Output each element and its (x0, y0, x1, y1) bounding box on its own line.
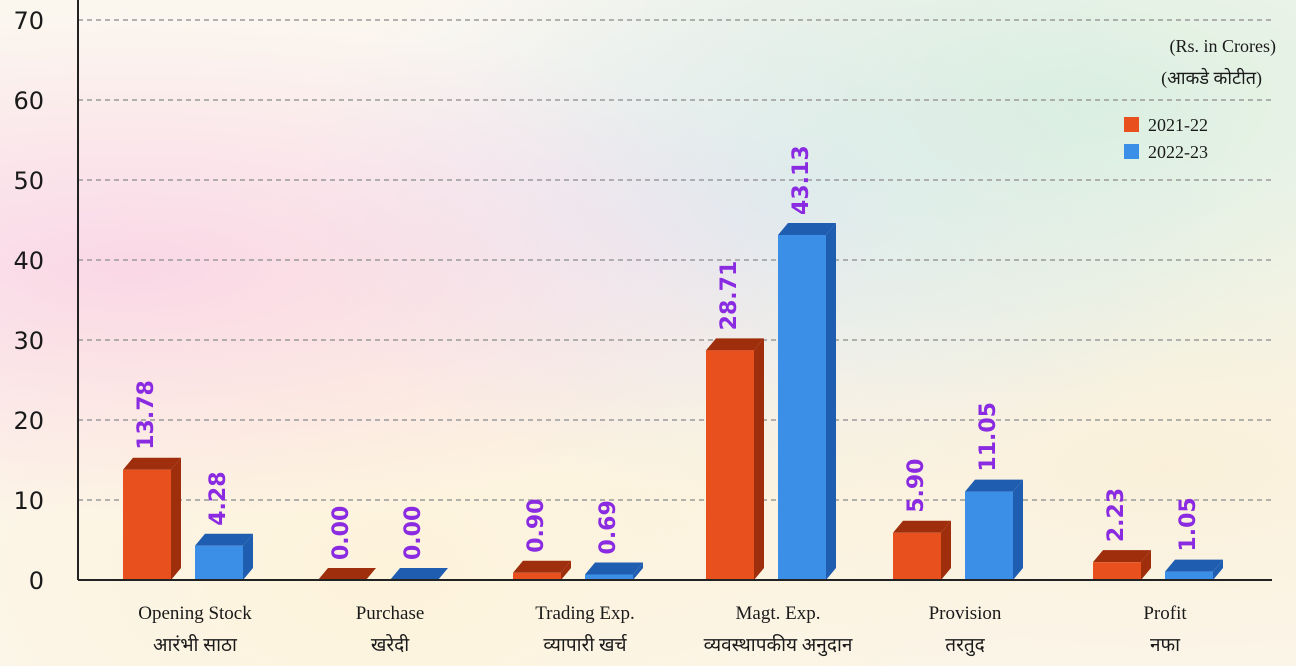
unit-note-marathi: (आकडे कोटीत) (1161, 67, 1262, 89)
bar-top (585, 562, 643, 575)
legend-swatch-2021-22 (1124, 117, 1139, 132)
bar-side (243, 533, 253, 580)
value-label-2021-22-5: 2.23 (1104, 488, 1129, 542)
bar-top (1165, 559, 1223, 572)
bar-top (893, 520, 951, 533)
bar-2021-22-3 (706, 338, 764, 580)
legend-swatch-2022-23 (1124, 144, 1139, 159)
value-label-2022-23-2: 0.69 (596, 500, 621, 554)
bar-2021-22-5 (1093, 550, 1151, 580)
bar-top (706, 338, 764, 351)
bar-side (826, 222, 836, 580)
bar-front (123, 469, 171, 580)
bar-side (633, 562, 643, 580)
bar-front (706, 350, 754, 580)
x-tick-label-1-1: खरेदी (371, 633, 410, 656)
y-tick-label-0: 0 (29, 567, 44, 595)
bar-top (965, 479, 1023, 492)
bar-front (513, 572, 561, 580)
bar-2022-23-2 (585, 562, 643, 580)
bar-front (1093, 562, 1141, 580)
value-label-2022-23-5: 1.05 (1176, 497, 1201, 551)
legend-label-2021-22: 2021-22 (1148, 115, 1208, 135)
y-tick-label-70: 70 (13, 7, 44, 35)
bar-2022-23-5 (1165, 559, 1223, 580)
x-tick-label-1-0: Purchase (356, 603, 425, 624)
bar-2022-23-4 (965, 479, 1023, 580)
value-label-2022-23-0: 4.28 (206, 471, 231, 525)
bar-top (778, 222, 836, 235)
y-tick-label-60: 60 (13, 87, 44, 115)
x-tick-label-2-0: Trading Exp. (535, 603, 635, 624)
bar-top (390, 568, 448, 580)
bar-top (123, 457, 181, 470)
bar-top (513, 560, 571, 573)
x-tick-label-0-0: Opening Stock (138, 603, 252, 624)
value-label-2022-23-1: 0.00 (401, 506, 426, 560)
bar-side (171, 457, 181, 580)
value-label-2022-23-4: 11.05 (976, 402, 1001, 472)
value-label-2021-22-4: 5.90 (904, 459, 929, 513)
value-label-2021-22-0: 13.78 (134, 380, 159, 450)
value-label-2021-22-1: 0.00 (329, 506, 354, 560)
bar-side (754, 338, 764, 580)
x-tick-label-2-1: व्यापारी खर्च (543, 633, 627, 656)
bar-side (1213, 559, 1223, 580)
x-tick-label-3-1: व्यवस्थापकीय अनुदान (704, 633, 853, 657)
y-tick-label-10: 10 (13, 487, 44, 515)
bar-2021-22-2 (513, 560, 571, 580)
y-axis: 0 10 20 30 40 50 60 70 (13, 0, 79, 595)
value-label-2022-23-3: 43.13 (789, 145, 814, 215)
x-tick-label-3-0: Magt. Exp. (736, 603, 821, 624)
x-axis: Opening Stock आरंभी साठा Purchase खरेदी Trad… (78, 579, 1272, 657)
x-tick-label-5-0: Profit (1143, 603, 1187, 624)
x-tick-label-4-1: तरतुद (945, 635, 985, 657)
bar-2021-22-0 (123, 457, 181, 580)
bar-top (318, 568, 376, 580)
bar-front (195, 545, 243, 580)
bars (123, 222, 1223, 581)
x-tick-label-5-1: नफा (1150, 635, 1181, 656)
y-tick-label-40: 40 (13, 247, 44, 275)
x-tick-label-0-1: आरंभी साठा (153, 633, 238, 656)
grid-lines (78, 19, 1272, 501)
unit-note-english: (Rs. in Crores) (1170, 36, 1277, 57)
bar-front (778, 234, 826, 580)
legend: (Rs. in Crores) (आकडे कोटीत) 2021-22 202… (1124, 36, 1276, 162)
value-label-2021-22-2: 0.90 (524, 499, 549, 553)
bar-side (941, 520, 951, 580)
bar-side (561, 560, 571, 580)
bar-side (1013, 479, 1023, 580)
y-tick-label-30: 30 (13, 327, 44, 355)
x-tick-label-4-0: Provision (929, 603, 1002, 624)
bar-top (195, 533, 253, 546)
bar-top (1093, 550, 1151, 563)
bar-front (893, 532, 941, 580)
bar-2021-22-4 (893, 520, 951, 580)
y-tick-label-20: 20 (13, 407, 44, 435)
bar-front (965, 491, 1013, 580)
bar-2022-23-3 (778, 222, 836, 580)
value-labels: 13.78 0.00 0.90 28.71 5.90 2.23 4.28 0.00 0.69 43… (134, 145, 1201, 560)
y-tick-label-50: 50 (13, 167, 44, 195)
bar-front (585, 574, 633, 580)
bar-front (1165, 571, 1213, 580)
bar-side (1141, 550, 1151, 580)
bar-2022-23-0 (195, 533, 253, 580)
value-label-2021-22-3: 28.71 (717, 261, 742, 331)
legend-label-2022-23: 2022-23 (1148, 142, 1208, 162)
